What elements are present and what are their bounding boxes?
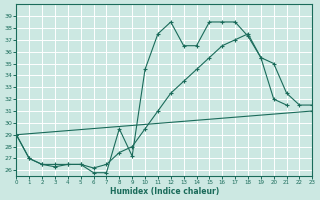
X-axis label: Humidex (Indice chaleur): Humidex (Indice chaleur) [110, 187, 219, 196]
